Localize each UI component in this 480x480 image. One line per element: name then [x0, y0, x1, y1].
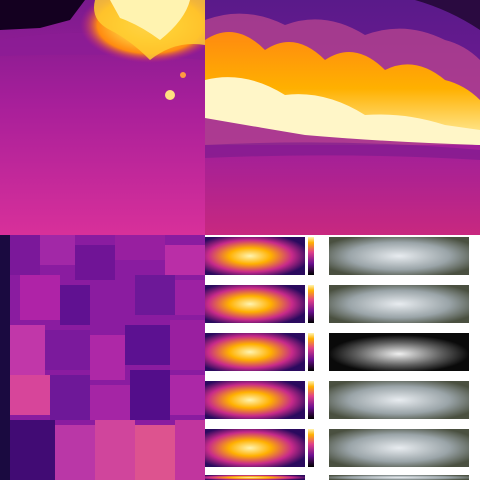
thermal-visible-pairs [205, 235, 480, 480]
comparison-row [205, 237, 469, 275]
comparison-row [205, 475, 469, 480]
comparison-row [205, 381, 469, 419]
comparison-row [205, 285, 469, 323]
thermal-fire-closeup [0, 0, 205, 235]
thermal-pixel-zoom [0, 235, 205, 480]
thermal-fire-front [205, 0, 480, 235]
comparison-row [205, 429, 469, 467]
comparison-row [205, 333, 469, 371]
